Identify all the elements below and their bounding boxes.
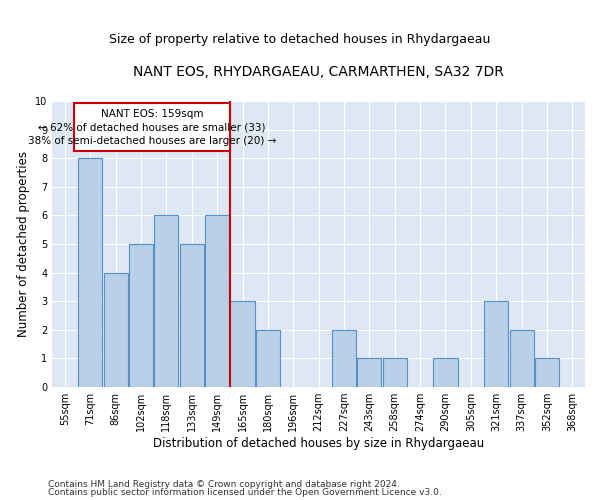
Bar xyxy=(535,358,559,387)
Text: Contains HM Land Registry data © Crown copyright and database right 2024.: Contains HM Land Registry data © Crown c… xyxy=(48,480,400,489)
Bar xyxy=(180,244,204,387)
Text: ← 62% of detached houses are smaller (33): ← 62% of detached houses are smaller (33… xyxy=(38,122,266,132)
Bar xyxy=(484,302,508,387)
Bar xyxy=(433,358,458,387)
FancyBboxPatch shape xyxy=(74,104,230,151)
Y-axis label: Number of detached properties: Number of detached properties xyxy=(17,151,29,337)
Bar xyxy=(78,158,103,387)
Bar xyxy=(383,358,407,387)
Title: NANT EOS, RHYDARGAEAU, CARMARTHEN, SA32 7DR: NANT EOS, RHYDARGAEAU, CARMARTHEN, SA32 … xyxy=(133,65,504,79)
Bar xyxy=(104,272,128,387)
X-axis label: Distribution of detached houses by size in Rhydargaeau: Distribution of detached houses by size … xyxy=(153,437,484,450)
Bar xyxy=(509,330,533,387)
Bar xyxy=(154,216,178,387)
Bar xyxy=(256,330,280,387)
Text: NANT EOS: 159sqm: NANT EOS: 159sqm xyxy=(101,110,203,120)
Text: Size of property relative to detached houses in Rhydargaeau: Size of property relative to detached ho… xyxy=(109,32,491,46)
Bar xyxy=(358,358,382,387)
Bar xyxy=(205,216,229,387)
Text: 38% of semi-detached houses are larger (20) →: 38% of semi-detached houses are larger (… xyxy=(28,136,276,146)
Bar xyxy=(332,330,356,387)
Text: Contains public sector information licensed under the Open Government Licence v3: Contains public sector information licen… xyxy=(48,488,442,497)
Bar xyxy=(230,302,254,387)
Bar xyxy=(129,244,153,387)
